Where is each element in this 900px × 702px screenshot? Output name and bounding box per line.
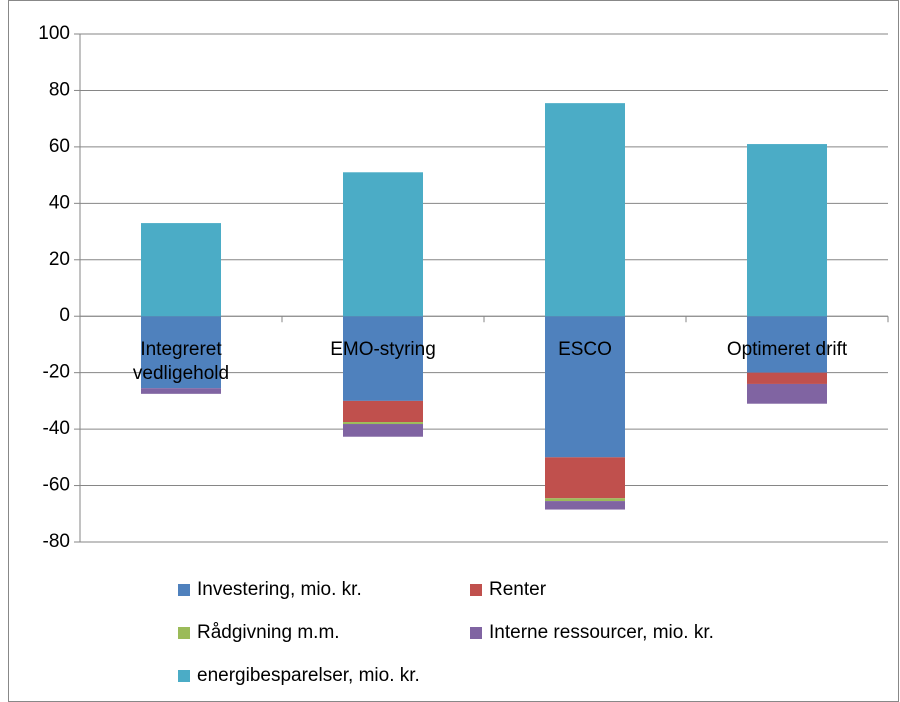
bar-segment [141, 316, 221, 389]
bar-segment [343, 172, 423, 317]
bar-segment [343, 424, 423, 437]
y-tick-label: 0 [59, 305, 70, 326]
x-tick-label: Integreret vedligehold [132, 339, 230, 385]
y-tick-label: 60 [49, 136, 70, 157]
legend-swatch [178, 627, 190, 639]
legend-swatch [178, 584, 190, 596]
legend-label: Interne ressourcer, mio. kr. [489, 622, 714, 643]
legend-swatch [178, 670, 190, 682]
y-tick-label: 100 [38, 23, 70, 44]
bar-segment [343, 316, 423, 401]
x-tick-label: ESCO [558, 339, 612, 361]
legend-label: energibesparelser, mio. kr. [197, 665, 420, 686]
legend-label: Investering, mio. kr. [197, 579, 362, 600]
bar-segment [545, 103, 625, 317]
bar-segment [545, 457, 625, 499]
y-tick-label: -60 [43, 475, 70, 496]
bar-segment [545, 501, 625, 510]
y-tick-label: 40 [49, 192, 70, 213]
bar-segment [747, 316, 827, 373]
legend-swatch [470, 627, 482, 639]
bar-segment [141, 223, 221, 317]
bar-segment [141, 388, 221, 394]
y-tick-label: -20 [43, 362, 70, 383]
y-tick-label: 80 [49, 79, 70, 100]
bar-segment [343, 400, 423, 423]
legend-swatch [470, 584, 482, 596]
bar-segment [747, 372, 827, 384]
y-tick-label: -40 [43, 418, 70, 439]
bar-segment [545, 316, 625, 458]
y-tick-label: -80 [43, 531, 70, 552]
bar-segment [747, 144, 827, 317]
x-tick-label: EMO-styring [330, 339, 436, 361]
bar-segment [747, 383, 827, 404]
legend-label: Rådgivning m.m. [197, 622, 340, 643]
bar-segment [343, 422, 423, 425]
x-tick-label: Optimeret drift [726, 339, 848, 361]
bar-segment [545, 498, 625, 502]
legend-label: Renter [489, 579, 547, 600]
y-tick-label: 20 [49, 249, 70, 270]
